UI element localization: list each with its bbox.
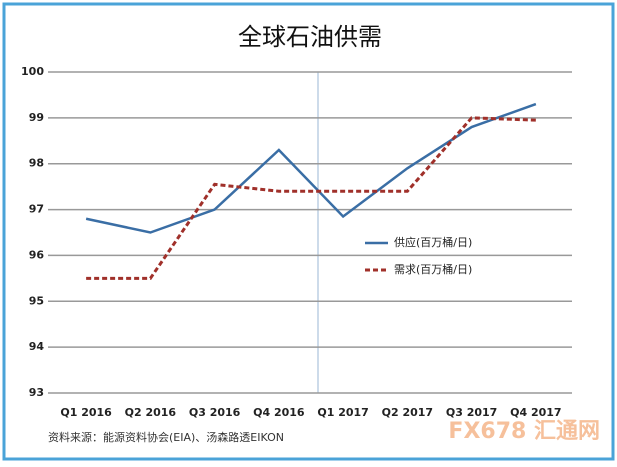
series-line — [85, 102, 537, 234]
y-tick-label: 100 — [21, 65, 44, 78]
y-tick-label: 94 — [29, 340, 45, 353]
x-tick-label: Q4 2016 — [253, 406, 305, 419]
y-tick-label: 93 — [29, 386, 44, 399]
legend-label: 供应(百万桶/日) — [394, 235, 472, 249]
x-tick-label: Q3 2016 — [189, 406, 241, 419]
y-tick-label: 95 — [29, 294, 44, 307]
series-line — [86, 116, 536, 280]
logo: FX678 汇通网 — [448, 419, 600, 444]
x-tick-label: Q3 2017 — [446, 406, 497, 419]
y-tick-label: 99 — [29, 111, 44, 124]
x-tick-label: Q1 2016 — [60, 406, 112, 419]
y-tick-label: 98 — [29, 157, 44, 170]
x-tick-label: Q4 2017 — [510, 406, 561, 419]
x-tick-label: Q2 2016 — [125, 406, 177, 419]
x-tick-label: Q1 2017 — [317, 406, 368, 419]
source: 资料来源：能源资料协会(EIA)、汤森路透EIKON — [48, 430, 284, 444]
x-tick-label: Q2 2017 — [382, 406, 433, 419]
y-tick-label: 97 — [29, 203, 44, 216]
legend-label: 需求(百万桶/日) — [394, 262, 472, 276]
y-tick-label: 96 — [29, 248, 45, 261]
frame — [2, 2, 615, 461]
chart-title: 全球石油供需 — [238, 23, 382, 51]
